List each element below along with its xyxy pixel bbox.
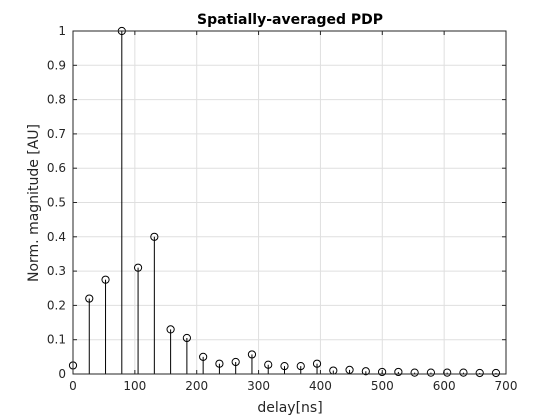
y-tick-label: 0.1 [47, 333, 66, 347]
y-tick-label: 0.3 [47, 264, 66, 278]
x-tick-label: 500 [371, 379, 394, 393]
x-tick-label: 0 [69, 379, 77, 393]
chart-title: Spatially-averaged PDP [197, 12, 383, 28]
y-tick-label: 0.9 [47, 58, 66, 72]
x-axis-ticks: 0 100 200 300 400 500 600 700 [69, 31, 517, 393]
x-tick-label: 400 [309, 379, 332, 393]
y-axis-label: Norm. magnitude [AU] [26, 124, 42, 282]
x-tick-label: 200 [185, 379, 208, 393]
x-axis-label: delay[ns] [257, 400, 322, 416]
y-tick-label: 0.4 [47, 230, 66, 244]
y-tick-label: 0.8 [47, 93, 66, 107]
y-tick-label: 0.7 [47, 127, 66, 141]
x-tick-label: 600 [433, 379, 456, 393]
y-tick-label: 0.5 [47, 196, 66, 210]
y-tick-label: 0.6 [47, 161, 66, 175]
stem-series [69, 27, 499, 376]
y-tick-label: 0 [58, 367, 66, 381]
y-tick-label: 1 [58, 24, 66, 38]
x-tick-label: 700 [495, 379, 518, 393]
x-tick-label: 100 [123, 379, 146, 393]
x-tick-label: 300 [247, 379, 270, 393]
y-tick-label: 0.2 [47, 298, 66, 312]
